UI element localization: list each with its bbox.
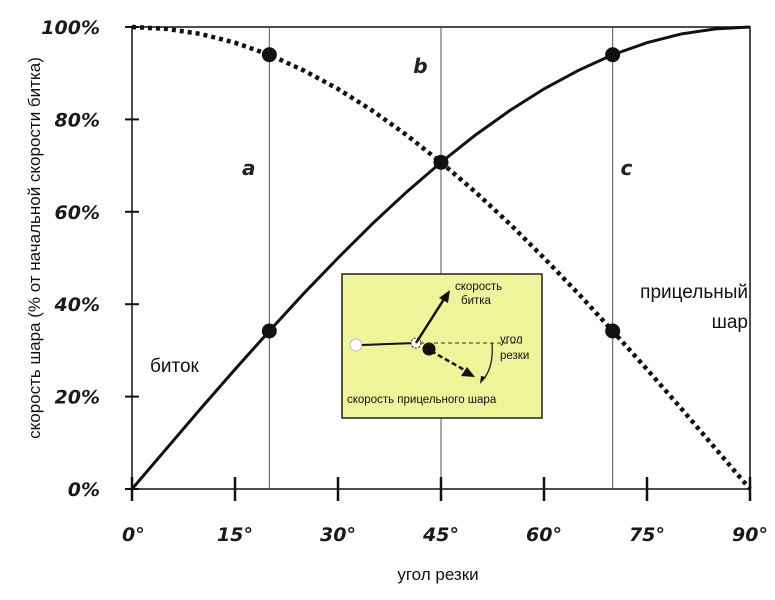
x-axis-label: угол резки — [397, 565, 478, 584]
inset-cue-velocity-arrowhead — [439, 290, 450, 303]
inset-object-velocity-arrowhead — [461, 367, 475, 377]
data-point-marker — [433, 154, 449, 170]
region-labels: a b c — [242, 54, 632, 180]
inset-cue-path — [361, 342, 417, 346]
x-axis-ticks: 0° 15° 30° 45° 60° 75° 90° — [122, 477, 768, 546]
marker-layer — [261, 47, 621, 339]
y-axis-ticks: 0% 20% 40% 60% 80% 100% — [41, 17, 139, 501]
inset-label-cue-velocity-1: скорость — [455, 281, 502, 293]
x-tick-label: 45° — [422, 524, 459, 546]
region-label-c: c — [620, 156, 632, 180]
y-tick-label: 100% — [41, 17, 100, 39]
region-label-b: b — [413, 54, 427, 78]
x-tick-label: 90° — [732, 524, 768, 546]
y-tick-label: 0% — [68, 479, 100, 501]
y-tick-label: 80% — [55, 109, 100, 131]
inset-label-cut-angle-1: угол — [500, 334, 523, 346]
inset-label-cut-angle-2: резки — [500, 350, 529, 362]
x-tick-label: 75° — [629, 524, 665, 546]
x-tick-label: 0° — [122, 524, 145, 546]
series-label-object-line1: прицельный — [640, 282, 748, 303]
data-point-marker — [605, 47, 621, 63]
data-point-marker — [605, 323, 621, 339]
inset-cue-ball — [349, 338, 363, 352]
reference-lines — [268, 27, 614, 489]
y-tick-label: 60% — [55, 202, 100, 224]
y-tick-label: 40% — [54, 294, 100, 316]
series-label-cue: биток — [150, 356, 200, 377]
data-point-marker — [261, 323, 277, 339]
inset-cut-angle-arrowhead — [480, 376, 486, 384]
data-point-marker — [261, 47, 277, 63]
inset-object-velocity-arrow — [430, 349, 469, 374]
inset-cue-velocity-arrow — [414, 295, 448, 344]
y-axis-label: скорость шара (% от начальной скорости б… — [25, 57, 44, 439]
x-tick-label: 15° — [217, 524, 253, 546]
inset-label-cue-velocity-2: битка — [461, 295, 492, 307]
x-tick-label: 30° — [320, 524, 356, 546]
series-label-object-line2: шар — [712, 312, 748, 333]
inset-label-object-velocity: скорость прицельного шара — [347, 394, 497, 406]
y-tick-label: 20% — [55, 387, 100, 409]
region-label-a: a — [242, 156, 256, 180]
x-tick-label: 60° — [526, 524, 562, 546]
inset-diagram: скорость битка угол резки скорость прице… — [341, 273, 543, 419]
